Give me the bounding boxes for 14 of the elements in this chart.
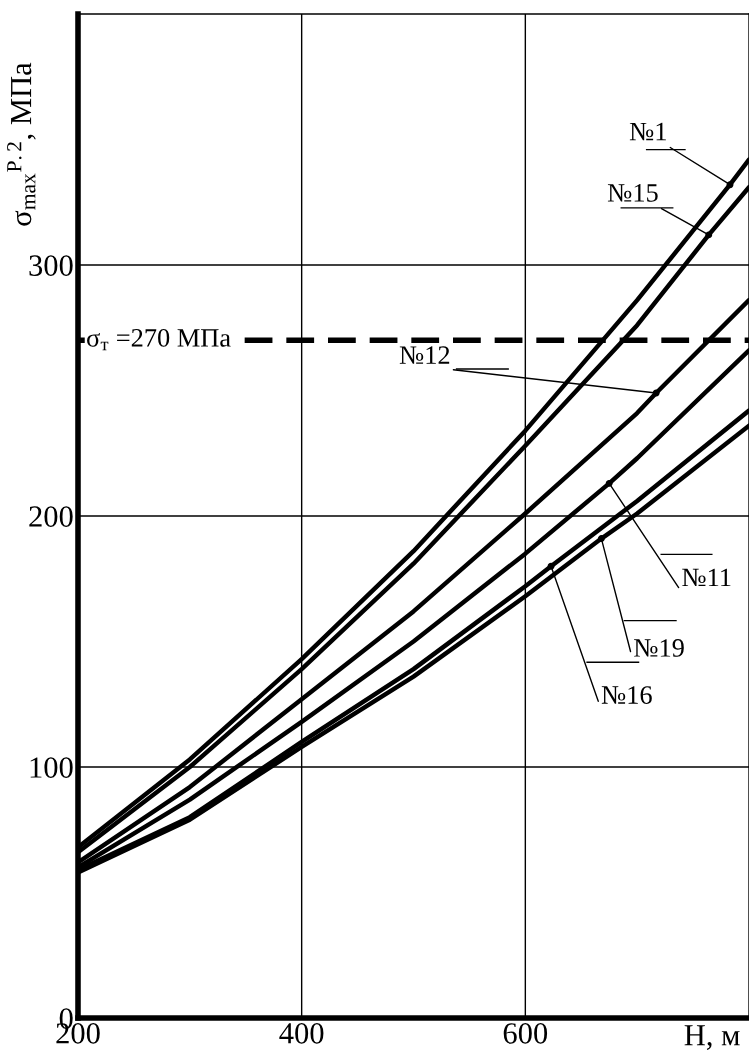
y-tick-label: 300: [29, 255, 73, 276]
legend-label: №11: [682, 568, 731, 587]
x-tick-label: 600: [503, 1023, 548, 1044]
y-tick-label: 100: [30, 757, 73, 778]
y-tick-label: 200: [29, 506, 73, 527]
ref-line-label: σ$_{т}$ =270 МПа: [87, 328, 231, 351]
text: №12: [399, 346, 450, 364]
legend-label: №19: [634, 639, 684, 657]
x-tick-label: 400: [279, 1023, 324, 1044]
text: №1: [629, 122, 666, 141]
text: №15: [607, 184, 658, 202]
y-axis-title: σ$_{max}$$^{P.2}$, МПа: [7, 62, 36, 226]
x-axis-title: H, м: [684, 1025, 740, 1050]
legend-label: №16: [601, 686, 652, 704]
